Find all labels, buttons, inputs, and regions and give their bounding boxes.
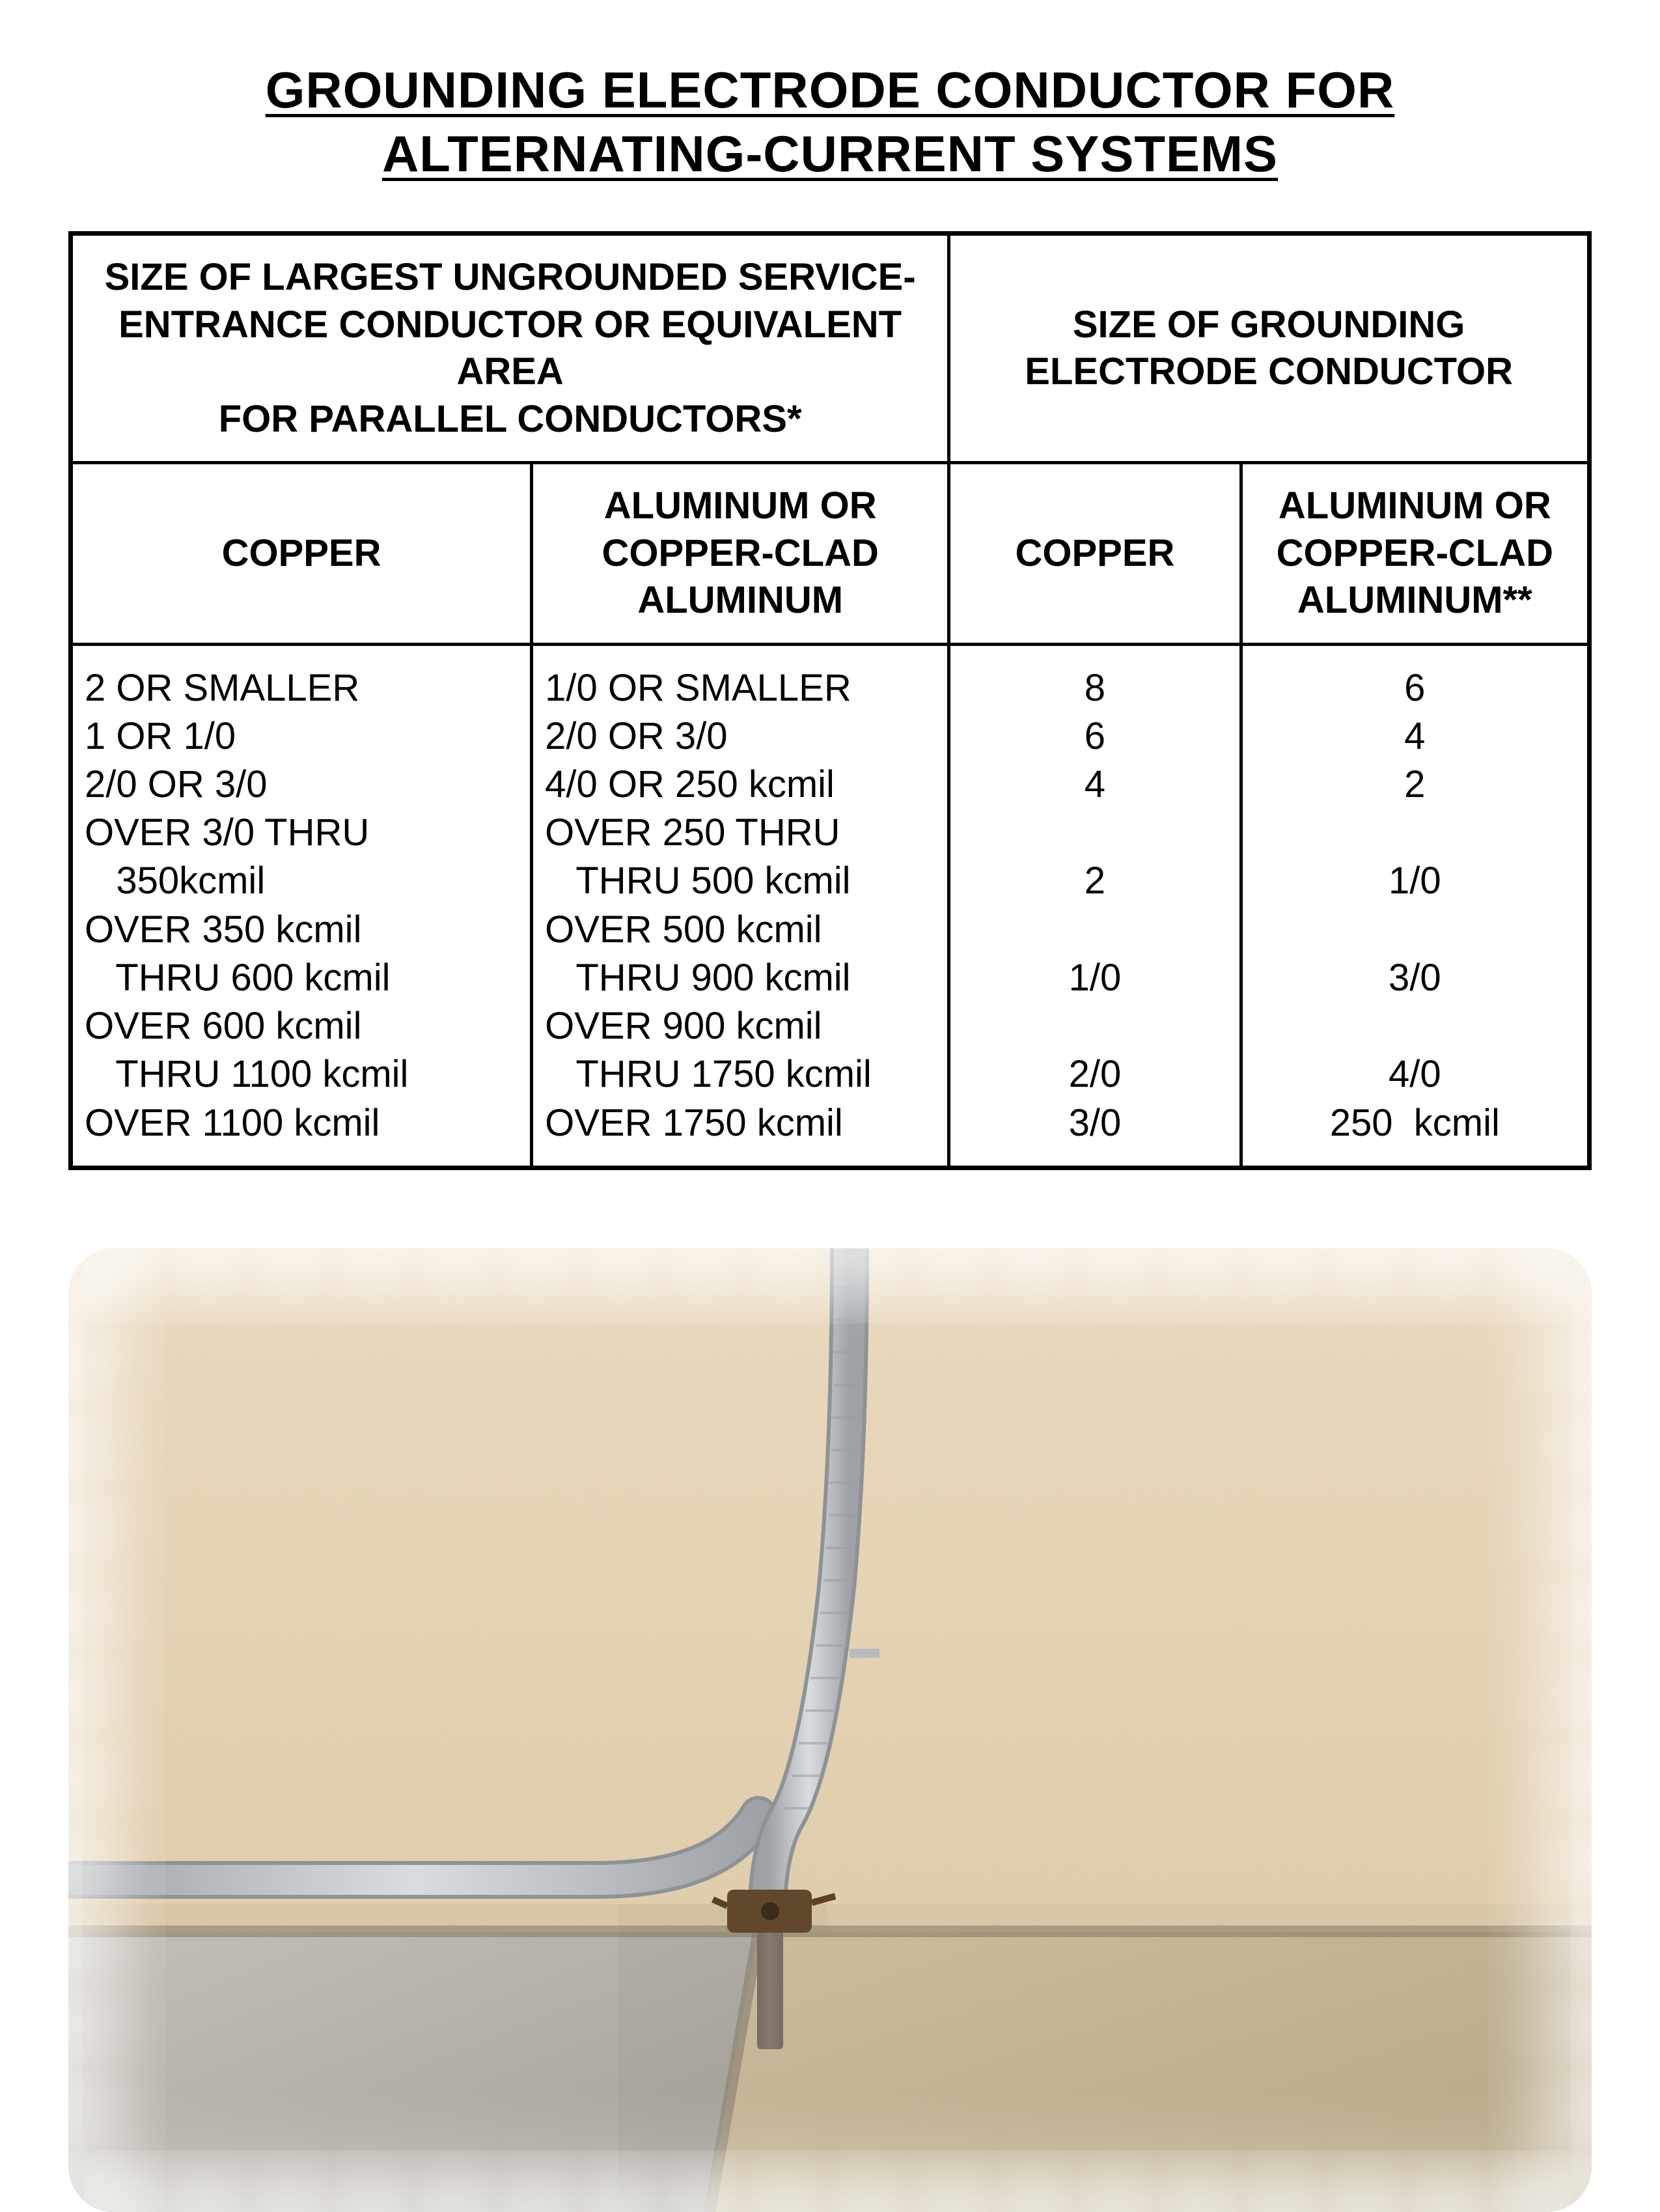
table-header-row-2: COPPER ALUMINUM OR COPPER-CLAD ALUMINUM …	[71, 463, 1590, 645]
subheader-aluminum: ALUMINUM OR COPPER-CLAD ALUMINUM	[532, 463, 949, 645]
header-grounding-conductor: SIZE OF GROUNDING ELECTRODE CONDUCTOR	[949, 234, 1590, 463]
cell-aluminum-service: 1/0 OR SMALLER 2/0 OR 3/0 4/0 OR 250 kcm…	[532, 644, 949, 1168]
page: GROUNDING ELECTRODE CONDUCTOR FOR ALTERN…	[0, 0, 1660, 2149]
cell-gec-copper: 8 6 4 2 1/0 2/0 3/0	[949, 644, 1241, 1168]
grounding-photo	[68, 1248, 1592, 2212]
title-line-2: ALTERNATING-CURRENT SYSTEMS	[382, 125, 1278, 182]
header-service-conductor: SIZE OF LARGEST UNGROUNDED SERVICE- ENTR…	[71, 234, 949, 463]
photo-illustration	[68, 1248, 1592, 2212]
cell-copper-service: 2 OR SMALLER 1 OR 1/0 2/0 OR 3/0 OVER 3/…	[71, 644, 532, 1168]
grounding-table: SIZE OF LARGEST UNGROUNDED SERVICE- ENTR…	[68, 231, 1592, 1170]
table-header-row-1: SIZE OF LARGEST UNGROUNDED SERVICE- ENTR…	[71, 234, 1590, 463]
subheader-gec-copper: COPPER	[949, 463, 1241, 645]
subheader-copper: COPPER	[71, 463, 532, 645]
subheader-gec-aluminum: ALUMINUM OR COPPER-CLAD ALUMINUM**	[1241, 463, 1589, 645]
table-data-row: 2 OR SMALLER 1 OR 1/0 2/0 OR 3/0 OVER 3/…	[71, 644, 1590, 1168]
cell-gec-aluminum: 6 4 2 1/0 3/0 4/0 250 kcmil	[1241, 644, 1589, 1168]
title-line-1: GROUNDING ELECTRODE CONDUCTOR FOR	[266, 61, 1395, 119]
page-title: GROUNDING ELECTRODE CONDUCTOR FOR ALTERN…	[65, 59, 1595, 186]
